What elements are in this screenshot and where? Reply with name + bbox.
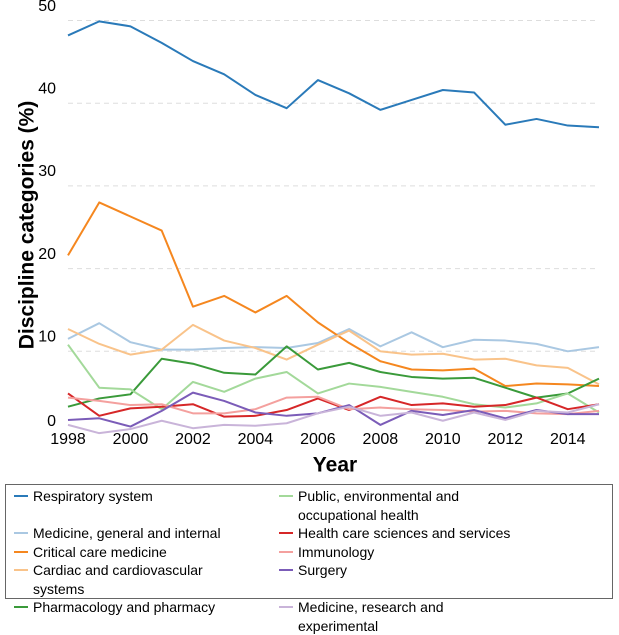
legend-swatch — [279, 532, 293, 534]
legend-label: Respiratory system — [33, 488, 153, 504]
legend-swatch — [14, 550, 28, 553]
y-axis-title: Discipline categories (%) — [16, 101, 39, 350]
x-tick-label: 2000 — [113, 431, 149, 448]
series-line — [67, 395, 600, 416]
x-tick-label: 2014 — [550, 431, 586, 448]
x-tick-label: 2010 — [425, 431, 461, 448]
series-line — [67, 403, 600, 435]
x-tick-label: 2006 — [300, 431, 336, 448]
legend-item: Medicine, general and internal — [14, 524, 279, 543]
series-line — [67, 201, 600, 388]
legend-swatch — [14, 532, 28, 534]
legend-swatch — [279, 550, 293, 553]
legend-swatch — [279, 569, 293, 571]
legend-swatch — [14, 569, 28, 571]
legend-swatch — [14, 495, 28, 497]
x-tick-label: 1998 — [50, 431, 86, 448]
series-line — [67, 345, 600, 408]
legend-label: Critical care medicine — [33, 543, 167, 560]
series-line — [67, 392, 600, 418]
legend-label: Surgery — [298, 562, 348, 578]
legend-label: Health care sciences and services — [298, 525, 511, 541]
legend: Respiratory system Medicine, general and … — [5, 484, 613, 634]
legend-item: Immunology — [279, 543, 609, 562]
chart: Year Discipline categories (%) 0 10 20 30 40… — [16, 0, 600, 477]
x-tick-label: 2002 — [175, 431, 211, 448]
y-tick-label: 50 — [38, 0, 56, 15]
legend-label: Medicine, research and experimental — [298, 599, 444, 634]
legend-label: Medicine, general and internal — [33, 525, 221, 541]
series-line — [67, 20, 600, 129]
legend-item: Cardiac and cardiovascular systems — [14, 561, 279, 598]
series-line — [67, 323, 600, 386]
page: {"chart_data": {"type": "line", "x_label… — [5, 0, 613, 634]
legend-swatch — [279, 606, 293, 608]
y-tick-label: 10 — [38, 329, 56, 346]
legend-label: Cardiac and cardiovascular systems — [33, 562, 203, 597]
legend-item: Health care sciences and services — [279, 524, 609, 543]
x-axis-title: Year — [313, 454, 357, 477]
y-tick-label: 0 — [47, 413, 56, 430]
legend-item: Public, environmental and occupational h… — [279, 487, 609, 524]
y-tick-label: 40 — [38, 80, 56, 97]
legend-item: Medicine, research and experimental — [279, 598, 609, 635]
legend-item: Surgery — [279, 561, 609, 598]
y-tick-label: 30 — [38, 163, 56, 180]
legend-swatch — [14, 606, 28, 608]
series-line — [67, 322, 600, 353]
legend-label: Public, environmental and occupational h… — [298, 488, 460, 523]
x-tick-label: 2012 — [487, 431, 523, 448]
legend-item: Respiratory system — [14, 487, 279, 524]
x-tick-label: 2008 — [363, 431, 399, 448]
y-tick-label: 20 — [38, 246, 56, 263]
legend-item: Critical care medicine — [14, 543, 279, 562]
legend-item: Pharmacology and pharmacy — [14, 598, 279, 635]
series-line — [67, 344, 600, 414]
legend-label: Immunology — [298, 543, 375, 560]
x-tick-label: 2004 — [238, 431, 274, 448]
legend-swatch — [279, 495, 293, 497]
